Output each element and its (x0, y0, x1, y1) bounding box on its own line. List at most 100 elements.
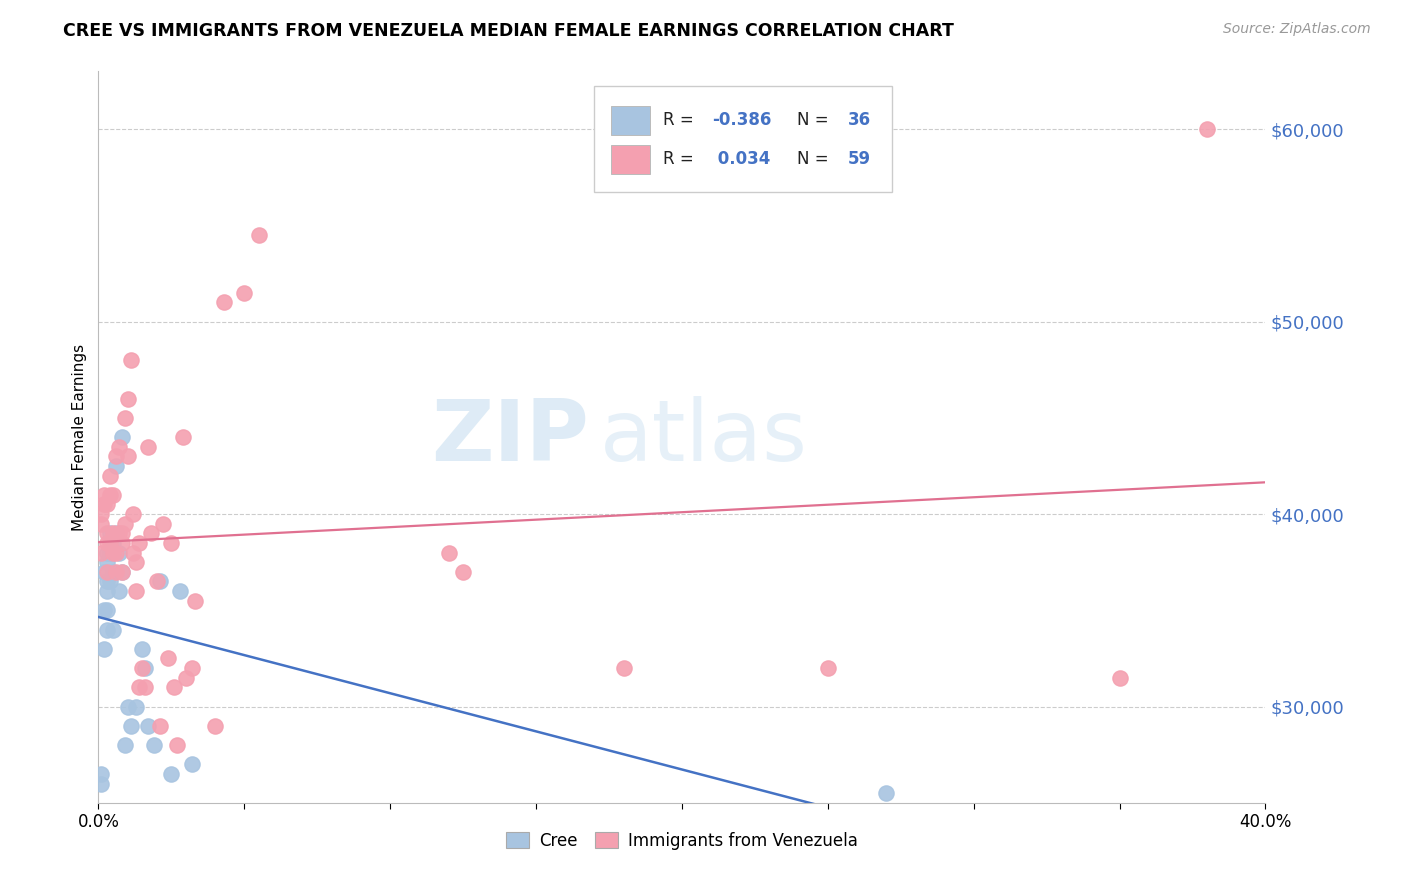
Point (96, 536, 118, 550)
Point (122, 507, 145, 521)
Point (101, 526, 124, 541)
Point (117, 450, 139, 464)
Text: R =: R = (664, 150, 699, 168)
Point (180, 757, 202, 772)
Point (96, 603, 118, 617)
Point (120, 353, 142, 368)
Point (111, 536, 134, 550)
Point (437, 545, 460, 559)
Point (233, 285, 256, 300)
Point (180, 661, 202, 675)
Point (98, 526, 121, 541)
Point (247, 227, 270, 242)
FancyBboxPatch shape (610, 145, 651, 174)
Point (90, 776, 112, 790)
Text: Source: ZipAtlas.com: Source: ZipAtlas.com (1223, 22, 1371, 37)
Point (96, 555, 118, 569)
Point (104, 458, 127, 473)
Point (1108, 671, 1130, 685)
Point (149, 574, 172, 589)
Text: CREE VS IMMIGRANTS FROM VENEZUELA MEDIAN FEMALE EARNINGS CORRELATION CHART: CREE VS IMMIGRANTS FROM VENEZUELA MEDIAN… (63, 22, 955, 40)
Point (90, 516, 112, 531)
Point (125, 699, 148, 714)
Text: 36: 36 (848, 112, 870, 129)
Point (114, 516, 136, 531)
Point (96, 545, 118, 559)
Point (90, 767, 112, 781)
Point (125, 555, 148, 569)
Point (111, 565, 134, 579)
Point (98, 574, 121, 589)
Point (1195, 122, 1218, 136)
Point (134, 681, 156, 695)
Point (101, 623, 124, 637)
Point (93, 488, 115, 502)
Point (183, 593, 205, 607)
Point (160, 767, 183, 781)
Point (152, 516, 174, 531)
Point (101, 565, 124, 579)
Point (90, 507, 112, 521)
Point (108, 584, 131, 599)
Point (120, 719, 142, 733)
Point (96, 574, 118, 589)
Point (131, 661, 153, 675)
Point (122, 545, 145, 559)
Point (117, 699, 139, 714)
Point (93, 498, 115, 512)
Point (163, 681, 186, 695)
Point (136, 440, 159, 454)
Text: 0.034: 0.034 (713, 150, 770, 168)
Point (166, 738, 188, 752)
Point (111, 430, 134, 444)
Point (131, 641, 153, 656)
Point (451, 565, 474, 579)
Point (128, 681, 150, 695)
Point (96, 584, 118, 599)
Point (108, 526, 131, 541)
Point (125, 584, 148, 599)
Point (146, 574, 169, 589)
Point (160, 536, 183, 550)
Point (169, 584, 191, 599)
Text: ZIP: ZIP (430, 395, 589, 479)
Point (875, 786, 897, 800)
Y-axis label: Median Female Earnings: Median Female Earnings (72, 343, 87, 531)
Point (98, 488, 121, 502)
Point (612, 661, 634, 675)
Point (134, 661, 156, 675)
Point (104, 450, 127, 464)
Point (96, 526, 118, 541)
Point (136, 719, 159, 733)
Point (93, 603, 115, 617)
Point (108, 545, 131, 559)
Point (101, 545, 124, 559)
Point (98, 536, 121, 550)
FancyBboxPatch shape (610, 106, 651, 135)
Point (101, 536, 124, 550)
Point (128, 536, 150, 550)
Point (98, 468, 121, 483)
Point (96, 623, 118, 637)
Point (104, 526, 127, 541)
Point (98, 545, 121, 559)
Point (93, 641, 115, 656)
Point (204, 719, 226, 733)
Point (149, 719, 172, 733)
Point (90, 545, 112, 559)
Point (111, 526, 134, 541)
Point (142, 738, 165, 752)
Point (101, 488, 124, 502)
Point (174, 671, 197, 685)
Point (139, 526, 162, 541)
Point (104, 565, 127, 579)
Point (104, 545, 127, 559)
Point (96, 498, 118, 512)
FancyBboxPatch shape (595, 86, 891, 192)
Legend: Cree, Immigrants from Venezuela: Cree, Immigrants from Venezuela (499, 825, 865, 856)
Text: R =: R = (664, 112, 699, 129)
Point (114, 738, 136, 752)
Text: 59: 59 (848, 150, 870, 168)
Point (93, 565, 115, 579)
Point (817, 661, 839, 675)
